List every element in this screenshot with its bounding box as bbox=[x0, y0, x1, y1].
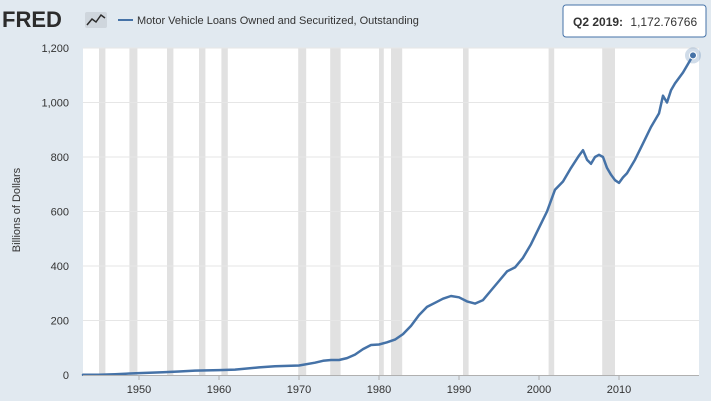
y-axis: 0 200 400 600 800 1,000 1,200 bbox=[41, 43, 69, 382]
tooltip: Q2 2019: 1,172.76766 bbox=[562, 4, 707, 38]
fred-logo[interactable]: FRED bbox=[2, 7, 107, 32]
svg-text:Q2 2019: 1,172.76766: Q2 2019: 1,172.76766 bbox=[573, 15, 697, 29]
x-tick-label-4: 1990 bbox=[447, 384, 471, 396]
series-layer bbox=[81, 54, 695, 376]
x-tick-label-2: 1970 bbox=[287, 384, 311, 396]
tooltip-value: 1,172.76766 bbox=[630, 15, 697, 29]
x-tick-label-6: 2010 bbox=[607, 384, 631, 396]
fred-logo-text: FRED bbox=[2, 7, 62, 32]
y-tick-label-1: 200 bbox=[51, 316, 69, 328]
y-tick-label-4: 800 bbox=[51, 152, 69, 164]
legend-label: Motor Vehicle Loans Owned and Securitize… bbox=[137, 15, 419, 27]
series-line-0 bbox=[81, 54, 695, 376]
y-tick-label-5: 1,000 bbox=[41, 98, 69, 110]
x-tick-label-3: 1980 bbox=[367, 384, 391, 396]
hover-marker bbox=[685, 47, 701, 64]
x-axis: 1950 1960 1970 1980 1990 2000 2010 bbox=[83, 375, 699, 396]
tooltip-box bbox=[562, 4, 707, 38]
y-tick-label-3: 600 bbox=[51, 207, 69, 219]
line-chart-icon bbox=[85, 12, 107, 28]
tooltip-label: Q2 2019: bbox=[573, 15, 623, 29]
y-axis-title: Billions of Dollars bbox=[11, 167, 23, 252]
y-tick-label-2: 400 bbox=[51, 261, 69, 273]
x-tick-label-1: 1960 bbox=[207, 384, 231, 396]
legend: Motor Vehicle Loans Owned and Securitize… bbox=[118, 15, 419, 27]
data-point-last bbox=[689, 51, 697, 60]
y-tick-label-6: 1,200 bbox=[41, 43, 69, 55]
x-tick-label-5: 2000 bbox=[527, 384, 551, 396]
y-tick-label-0: 0 bbox=[63, 370, 69, 382]
x-tick-label-0: 1950 bbox=[127, 384, 151, 396]
